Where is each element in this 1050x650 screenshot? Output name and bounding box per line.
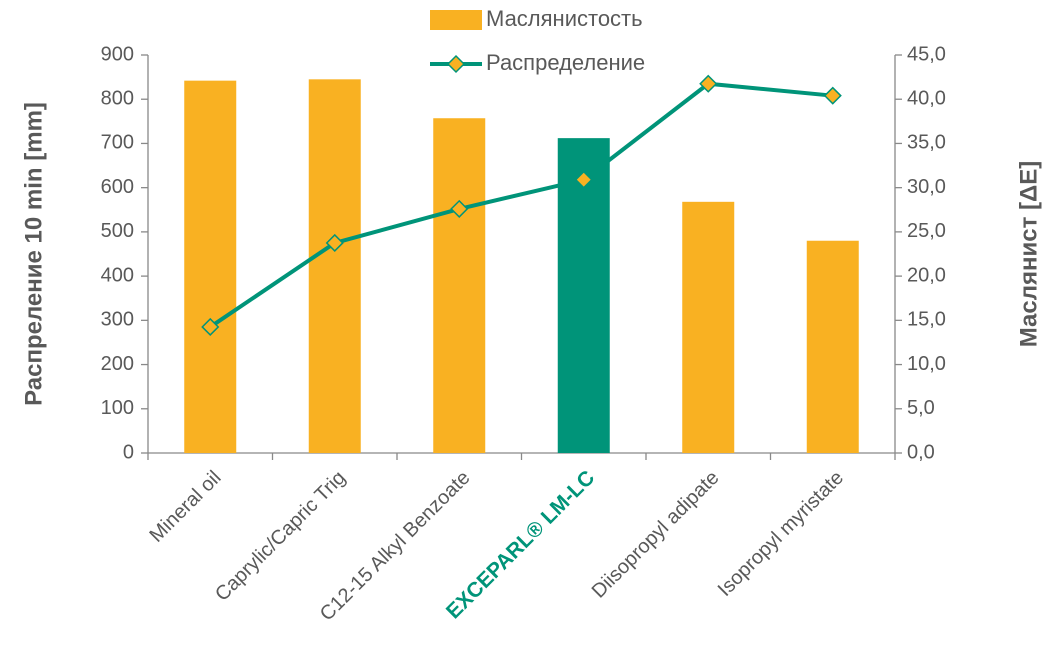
y2-tick-label: 25,0 (907, 220, 946, 242)
y-tick-label: 200 (101, 353, 134, 375)
x-tick-label: Caprylic/Capric Trig (211, 467, 350, 606)
y2-tick-label: 15,0 (907, 309, 946, 331)
bar (557, 138, 610, 454)
y2-tick-label: 20,0 (907, 264, 946, 286)
bar (433, 118, 486, 453)
y-tick-label: 400 (101, 264, 134, 286)
y-axis-title: Распреление 10 min [mm] (20, 102, 47, 406)
y2-tick-label: 35,0 (907, 132, 946, 154)
x-tick-label: Diisopropyl adipate (588, 467, 724, 603)
marker (201, 317, 220, 337)
bar (806, 240, 859, 453)
y-tick-label: 0 (123, 441, 134, 463)
y2-tick-label: 5,0 (907, 397, 935, 419)
y-tick-label: 600 (101, 176, 134, 198)
y2-tick-label: 45,0 (907, 43, 946, 65)
y-tick-label: 100 (101, 397, 134, 419)
y-tick-label: 500 (101, 220, 134, 242)
y2-tick-label: 10,0 (907, 353, 946, 375)
x-tick-label: Mineral oil (146, 467, 226, 547)
marker (450, 199, 469, 218)
legend-marker (446, 54, 466, 74)
y-tick-label: 800 (101, 88, 134, 110)
marker (823, 86, 842, 105)
bar (184, 80, 237, 453)
bar (682, 201, 735, 453)
x-tick-label: Isopropyl myristate (714, 467, 848, 601)
y2-axis-title: Маслянист [ΔE] (1015, 161, 1042, 348)
marker (325, 233, 344, 253)
y2-tick-label: 30,0 (907, 176, 946, 198)
legend-label: Распределение (486, 50, 645, 75)
y2-tick-label: 0,0 (907, 441, 935, 463)
legend-label: Маслянистость (486, 6, 643, 31)
bar (308, 79, 361, 454)
line (209, 81, 833, 329)
y-tick-label: 700 (101, 132, 134, 154)
marker (574, 170, 593, 189)
legend-swatch (430, 10, 482, 30)
y2-tick-label: 40,0 (907, 88, 946, 110)
marker (699, 74, 718, 93)
y-tick-label: 900 (101, 43, 134, 65)
y-tick-label: 300 (101, 309, 134, 331)
